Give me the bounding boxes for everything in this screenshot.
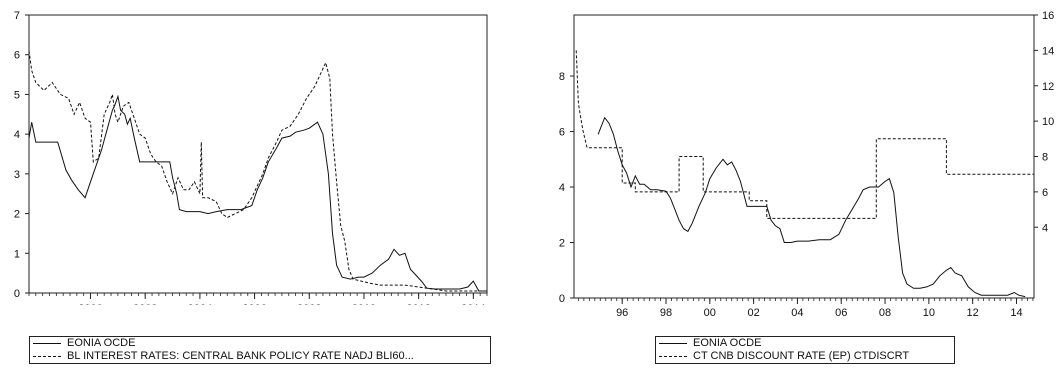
x-tick-label: 96 bbox=[616, 307, 628, 319]
x-tick-label: 98 bbox=[660, 307, 672, 319]
y-right-tick-label: 8 bbox=[1042, 152, 1048, 164]
y-left-tick-label: 8 bbox=[559, 71, 565, 83]
right-legend: EONIA OCDE CT CNB DISCOUNT RATE (EP) CTD… bbox=[655, 336, 955, 364]
legend-label: BL INTEREST RATES: CENTRAL BANK POLICY R… bbox=[67, 350, 414, 362]
y-left-tick-label: 0 bbox=[559, 293, 565, 305]
y-right-tick-label: 12 bbox=[1042, 81, 1054, 93]
x-tick-label: 14 bbox=[1010, 307, 1022, 319]
y-left-tick-label: 2 bbox=[559, 238, 565, 250]
x-tick-label: 2010 bbox=[352, 303, 376, 305]
x-tick-label: 10 bbox=[923, 307, 935, 319]
y-left-tick-label: 6 bbox=[559, 127, 565, 139]
dashed-line-swatch bbox=[659, 356, 687, 357]
y-right-tick-label: 10 bbox=[1042, 116, 1054, 128]
legend-label: CT CNB DISCOUNT RATE (EP) CTDISCRT bbox=[693, 350, 910, 362]
y-tick-label: 4 bbox=[14, 129, 20, 141]
left-chart: 2000 2002 2004 2006 2008 2010 2012 2014 0 1 2 3 4 5 6 7 bbox=[14, 10, 488, 305]
series-line-eonia bbox=[597, 116, 1026, 298]
dashed-line-swatch bbox=[33, 356, 61, 357]
y-tick-label: 1 bbox=[14, 248, 20, 260]
y-right-tick-label: 6 bbox=[1042, 187, 1048, 199]
x-tick-label: 12 bbox=[967, 307, 979, 319]
x-tick-label: 2002 bbox=[133, 303, 157, 305]
legend-item-eonia: EONIA OCDE bbox=[30, 337, 490, 350]
series-line-eonia bbox=[28, 94, 487, 292]
solid-line-swatch bbox=[659, 343, 687, 344]
y-tick-label: 7 bbox=[14, 10, 20, 22]
plot-frame bbox=[28, 14, 488, 294]
x-tick-label: 02 bbox=[747, 307, 759, 319]
y-left-tick-label: 4 bbox=[559, 182, 565, 194]
series-line-cnb-discount bbox=[575, 50, 1034, 219]
legend-item-eonia: EONIA OCDE bbox=[656, 337, 954, 350]
left-legend: EONIA OCDE BL INTEREST RATES: CENTRAL BA… bbox=[29, 336, 491, 364]
x-tick-label: 2000 bbox=[78, 303, 102, 305]
legend-item-cnb-discount: CT CNB DISCOUNT RATE (EP) CTDISCRT bbox=[656, 350, 954, 363]
x-tick-label: 2008 bbox=[297, 303, 321, 305]
legend-item-bl-rates: BL INTEREST RATES: CENTRAL BANK POLICY R… bbox=[30, 350, 490, 363]
x-tick-label: 00 bbox=[704, 307, 716, 319]
legend-label: EONIA OCDE bbox=[693, 337, 762, 349]
y-tick-label: 0 bbox=[14, 288, 20, 300]
y-tick-label: 6 bbox=[14, 50, 20, 62]
x-tick-label: 08 bbox=[879, 307, 891, 319]
x-tick-label: 2004 bbox=[188, 303, 212, 305]
legend-label: EONIA OCDE bbox=[67, 337, 136, 349]
x-tick-label: 2012 bbox=[406, 303, 430, 305]
x-tick-label: 2014 bbox=[461, 303, 485, 305]
plot-frame bbox=[573, 14, 1035, 299]
y-right-tick-label: 16 bbox=[1042, 10, 1054, 22]
y-right-tick-label: 14 bbox=[1042, 45, 1054, 57]
x-tick-label: 2006 bbox=[242, 303, 266, 305]
y-tick-label: 2 bbox=[14, 209, 20, 221]
x-tick-label: 04 bbox=[791, 307, 803, 319]
x-tick-label: 06 bbox=[835, 307, 847, 319]
y-tick-label: 5 bbox=[14, 89, 20, 101]
solid-line-swatch bbox=[33, 343, 61, 344]
y-tick-label: 3 bbox=[14, 169, 20, 181]
y-right-tick-label: 4 bbox=[1042, 222, 1048, 234]
series-line-bl-rates bbox=[28, 50, 487, 292]
